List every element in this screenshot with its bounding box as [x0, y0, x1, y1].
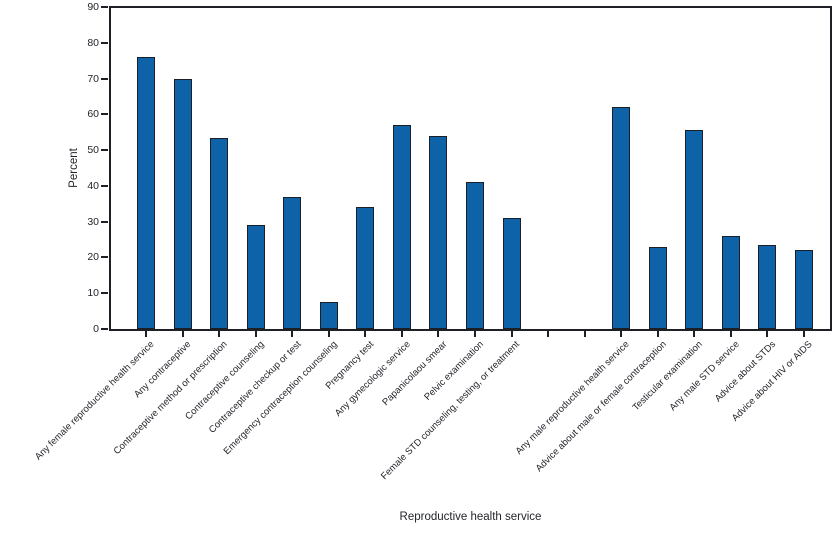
- y-axis-title: Percent: [68, 148, 80, 188]
- bar: [685, 130, 704, 329]
- bar: [283, 196, 302, 329]
- category-label: Papanicolaou smear: [380, 339, 450, 409]
- category-label: Testicular examination: [630, 339, 706, 414]
- x-tick-mark: [656, 331, 659, 337]
- x-tick-mark: [218, 331, 221, 337]
- bar: [319, 302, 338, 329]
- y-tick-mark: [101, 256, 108, 259]
- x-tick-mark: [364, 331, 367, 337]
- bar: [465, 182, 484, 329]
- x-tick-mark: [291, 331, 294, 337]
- bar: [794, 250, 813, 329]
- x-tick-mark: [327, 331, 330, 337]
- y-tick-label: 50: [87, 144, 99, 157]
- plot-area: [109, 6, 832, 331]
- x-tick-mark: [547, 331, 550, 337]
- x-tick-mark: [620, 331, 623, 337]
- x-tick-mark: [766, 331, 769, 337]
- y-tick-label: 70: [87, 72, 99, 85]
- bar: [429, 135, 448, 329]
- x-tick-mark: [473, 331, 476, 337]
- bar: [612, 107, 631, 329]
- x-tick-mark: [729, 331, 732, 337]
- category-label: Any male STD service: [667, 339, 742, 414]
- x-tick-mark: [181, 331, 184, 337]
- y-tick-label: 30: [87, 215, 99, 228]
- bar: [721, 235, 740, 329]
- bar: [648, 246, 667, 329]
- y-tick-mark: [101, 328, 108, 330]
- y-tick-mark: [101, 292, 108, 295]
- y-tick-mark: [101, 149, 108, 152]
- y-tick-label: 10: [87, 287, 99, 300]
- x-axis-title: Reproductive health service: [399, 511, 542, 523]
- y-tick-label: 40: [87, 179, 99, 192]
- y-tick-mark: [101, 77, 108, 80]
- bar: [356, 207, 375, 329]
- x-tick-mark: [400, 331, 403, 337]
- category-label: Female STD counseling, testing, or treat…: [379, 339, 523, 482]
- category-label: Any female reproductive health service: [33, 339, 157, 463]
- x-tick-mark: [802, 331, 805, 337]
- x-tick-mark: [145, 331, 147, 337]
- bar: [758, 244, 777, 329]
- bar: [137, 57, 155, 329]
- y-tick-label: 60: [87, 108, 99, 121]
- x-tick-mark: [693, 331, 696, 337]
- y-tick-mark: [101, 113, 108, 116]
- category-label: Advice about male or female contraceptio…: [533, 339, 669, 475]
- x-tick-mark: [583, 331, 586, 337]
- x-tick-mark: [437, 331, 440, 337]
- bar: [502, 218, 521, 329]
- bar: [392, 125, 411, 329]
- y-tick-mark: [101, 6, 108, 8]
- bar: [246, 225, 265, 329]
- x-tick-mark: [510, 331, 513, 337]
- bar: [173, 78, 192, 329]
- y-tick-mark: [101, 41, 108, 44]
- y-tick-mark: [101, 184, 108, 187]
- y-tick-label: 90: [87, 1, 99, 13]
- y-tick-mark: [101, 220, 108, 223]
- x-tick-mark: [254, 331, 257, 337]
- y-tick-label: 0: [93, 323, 99, 335]
- bar: [210, 137, 229, 329]
- y-tick-label: 20: [87, 251, 99, 264]
- y-tick-label: 80: [87, 36, 99, 49]
